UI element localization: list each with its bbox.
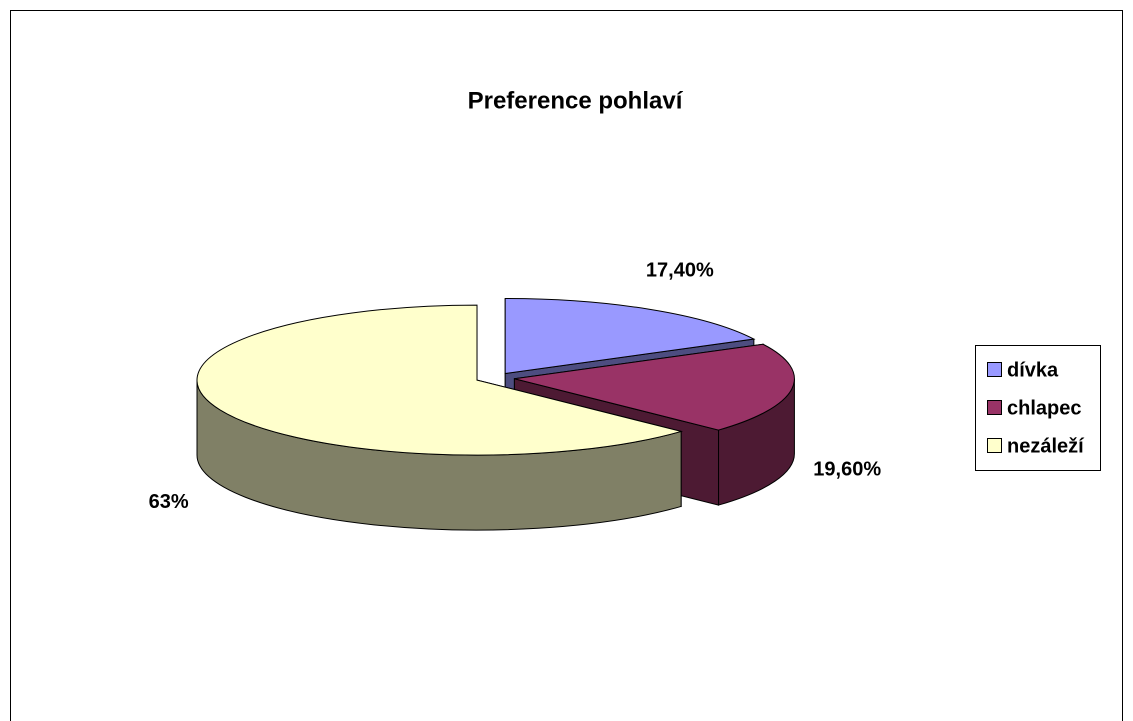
slice-top bbox=[514, 343, 795, 431]
legend-label: dívka bbox=[1007, 359, 1059, 381]
data-label: 17,40% bbox=[646, 259, 714, 281]
legend-swatch bbox=[987, 362, 1002, 377]
data-label: 63% bbox=[149, 491, 189, 513]
legend-swatch bbox=[987, 438, 1002, 453]
legend-label: chlapec bbox=[1007, 397, 1081, 419]
data-label: 19,60% bbox=[813, 459, 881, 481]
legend-label: nezáleží bbox=[1007, 435, 1085, 457]
chart-title: Preference pohlaví bbox=[468, 87, 684, 114]
legend-swatch bbox=[987, 400, 1002, 415]
slice-top bbox=[196, 304, 684, 456]
slice-top bbox=[504, 298, 756, 375]
